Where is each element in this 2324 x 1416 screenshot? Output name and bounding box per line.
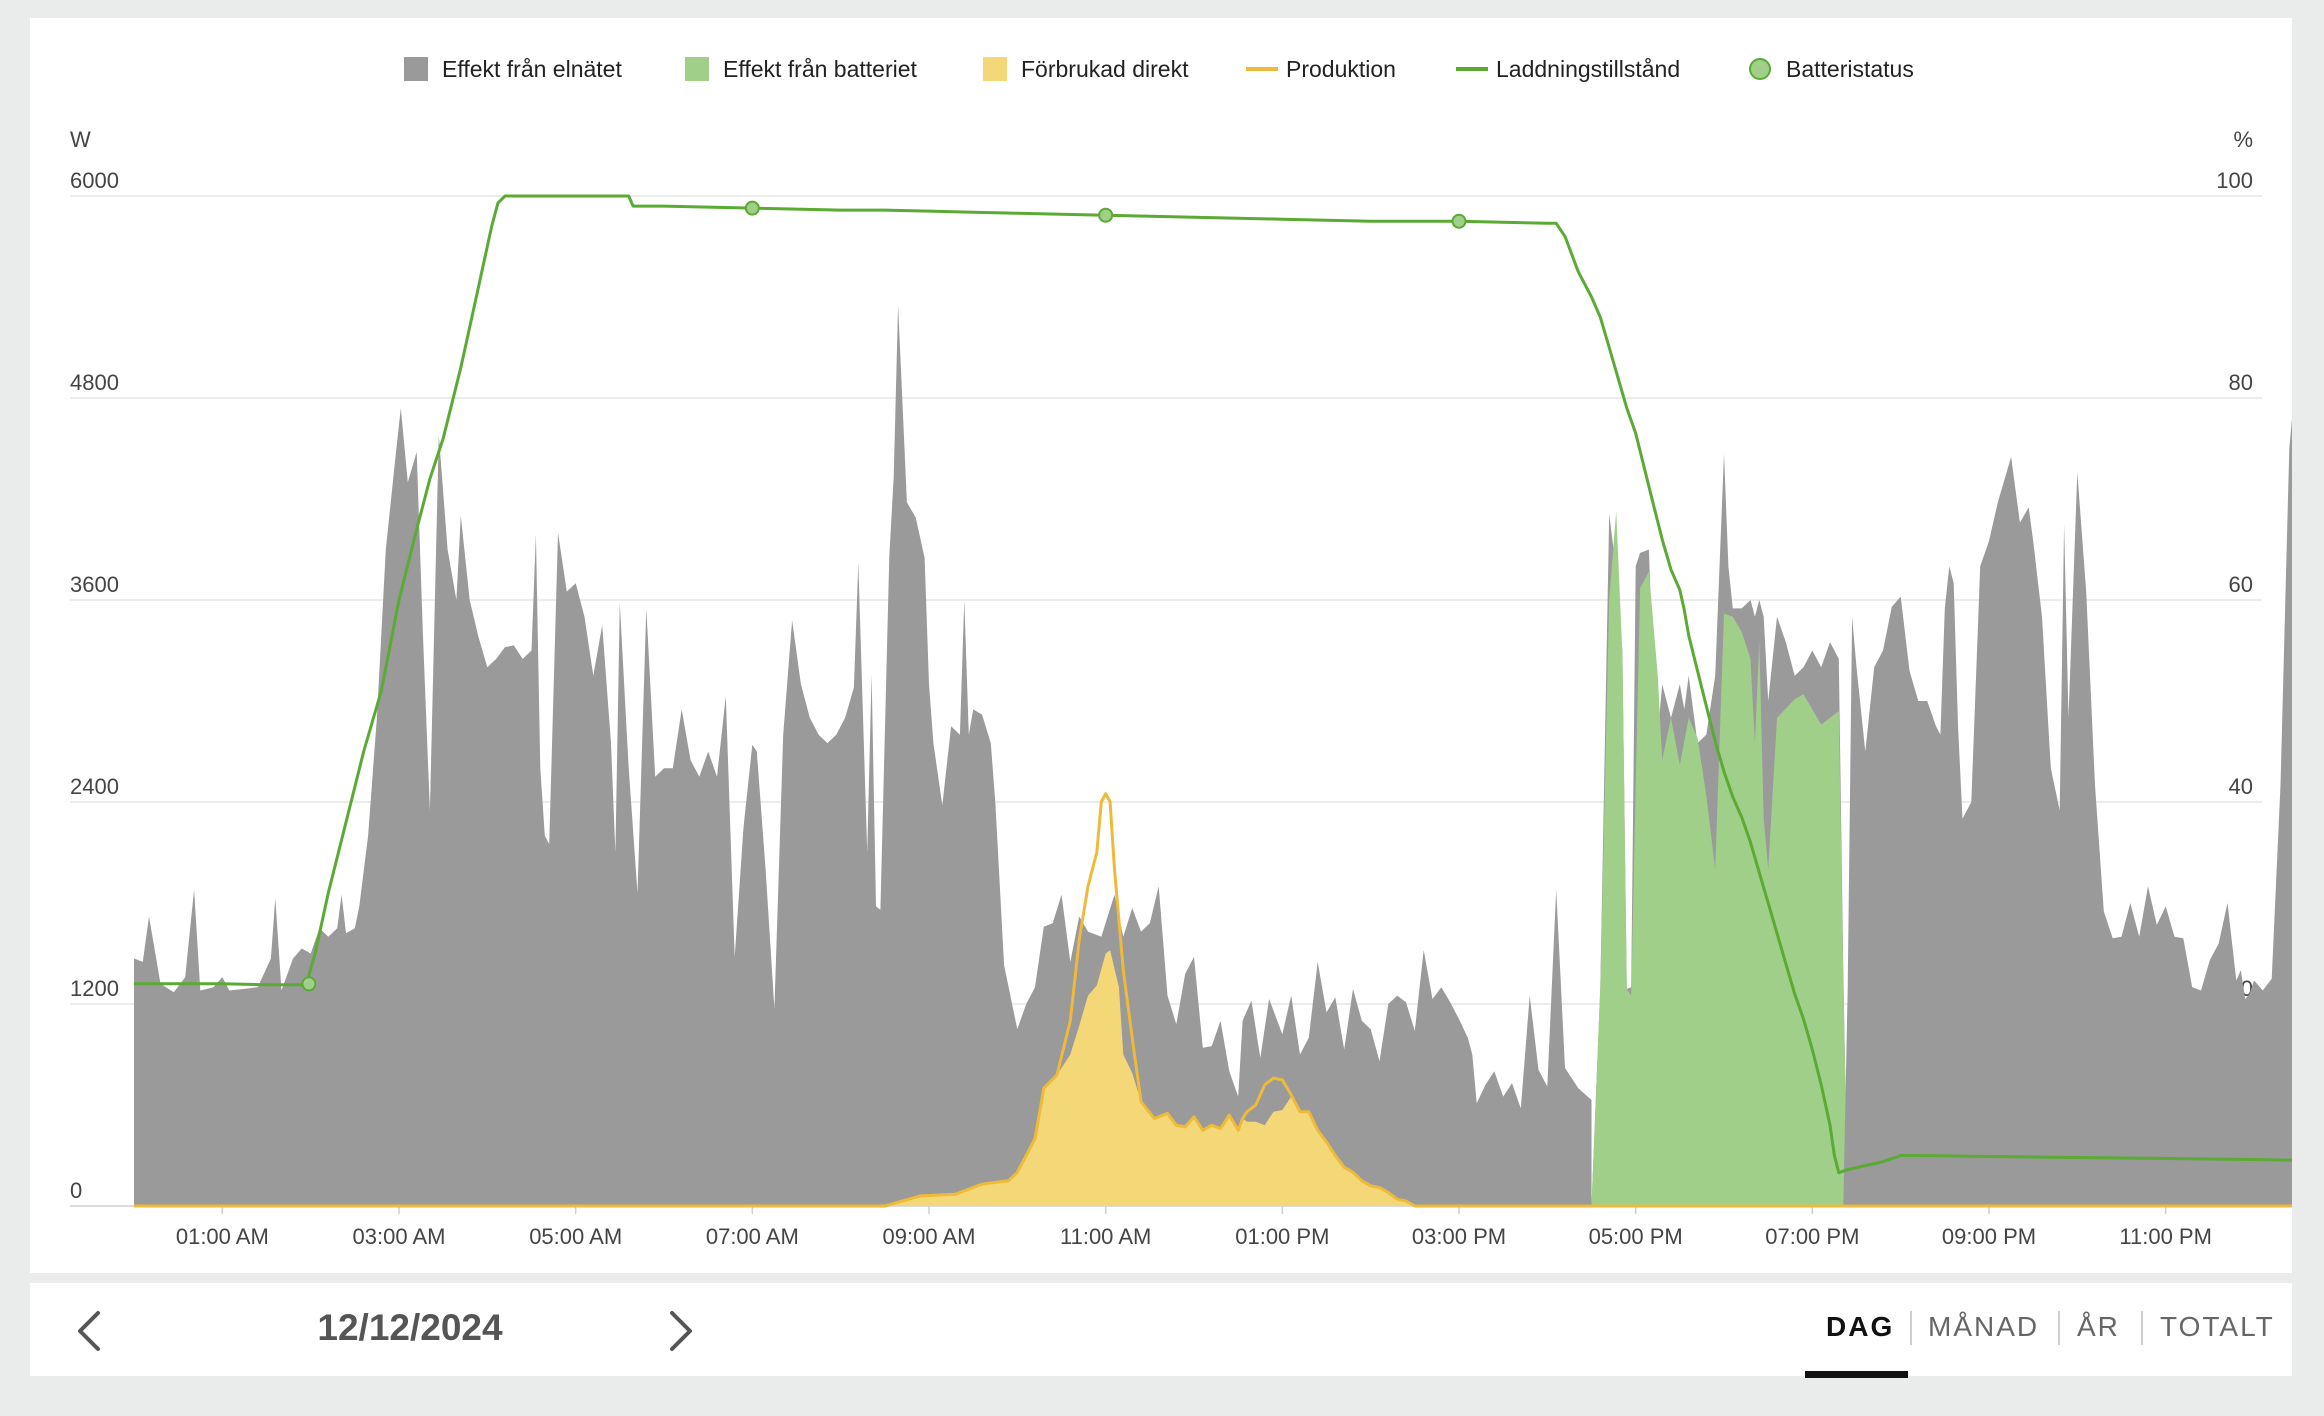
y-right-tick-label: 100	[2216, 168, 2253, 193]
next-day-button[interactable]	[650, 1301, 710, 1361]
active-tab-indicator	[1805, 1371, 1908, 1378]
x-tick-label: 09:00 AM	[883, 1224, 976, 1249]
x-tick-label: 11:00 PM	[2119, 1224, 2212, 1249]
legend-item[interactable]: Batteristatus	[1749, 56, 1914, 82]
y-left-tick-label: 1200	[70, 976, 119, 1001]
y-left-ticks: 0 1200 2400 3600 4800 6000	[70, 168, 119, 1203]
area-grid	[134, 305, 1592, 1206]
tab-day[interactable]: DAG	[1826, 1311, 1895, 1342]
tab-divider	[1910, 1311, 1912, 1345]
plot-lines	[134, 194, 2292, 1208]
y-right-tick-label: 40	[2229, 774, 2253, 799]
legend: Effekt från elnätet Effekt från batteriet…	[404, 56, 1914, 82]
y-right-unit-label: %	[2233, 127, 2253, 152]
production-line	[134, 792, 2292, 1208]
chevron-right-icon	[670, 1311, 692, 1351]
previous-day-button[interactable]	[60, 1301, 120, 1361]
legend-label: Produktion	[1286, 56, 1396, 82]
area-grid	[1843, 418, 2292, 1206]
legend-swatch	[404, 57, 428, 81]
legend-label: Förbrukad direkt	[1021, 56, 1189, 82]
area-battery	[1591, 510, 1848, 1206]
state-of-charge-line	[134, 194, 2292, 1175]
y-left-tick-label: 4800	[70, 370, 119, 395]
legend-swatch	[1749, 58, 1771, 80]
battery-status-markers	[301, 200, 1467, 992]
chart-card: Effekt från elnätet Effekt från batteriet…	[30, 18, 2292, 1273]
x-tick-label: 05:00 PM	[1589, 1224, 1683, 1249]
x-tick-label: 07:00 PM	[1765, 1224, 1859, 1249]
energy-chart: Effekt från elnätet Effekt från batteriet…	[70, 56, 2292, 1249]
battery-status-point	[301, 976, 317, 992]
area-used-direct	[134, 950, 2292, 1206]
current-date[interactable]: 12/12/2024	[317, 1307, 503, 1348]
tab-divider	[2141, 1311, 2143, 1345]
tab-divider	[2058, 1311, 2060, 1345]
y-left-tick-label: 2400	[70, 774, 119, 799]
battery-status-point	[744, 200, 760, 216]
x-tick-label: 09:00 PM	[1942, 1224, 2036, 1249]
tab-year[interactable]: ÅR	[2077, 1311, 2120, 1342]
y-right-tick-label: 60	[2229, 572, 2253, 597]
x-tick-label: 01:00 PM	[1235, 1224, 1329, 1249]
legend-item[interactable]: Effekt från batteriet	[685, 56, 918, 82]
tab-total[interactable]: TOTALT	[2160, 1311, 2275, 1342]
x-tick-label: 05:00 AM	[529, 1224, 622, 1249]
y-left-tick-label: 6000	[70, 168, 119, 193]
x-tick-label: 03:00 PM	[1412, 1224, 1506, 1249]
y-left-tick-label: 0	[70, 1178, 82, 1203]
legend-swatch	[685, 57, 709, 81]
legend-label: Laddningstillstånd	[1496, 56, 1680, 82]
tab-month[interactable]: MÅNAD	[1928, 1311, 2040, 1342]
legend-item[interactable]: Laddningstillstånd	[1456, 56, 1680, 82]
x-tick-label: 01:00 AM	[176, 1224, 269, 1249]
y-left-tick-label: 3600	[70, 572, 119, 597]
x-tick-label: 07:00 AM	[706, 1224, 799, 1249]
legend-item[interactable]: Produktion	[1246, 56, 1396, 82]
date-navigation-bar: 12/12/2024 DAG MÅNAD ÅR TOTALT	[30, 1283, 2292, 1378]
legend-item[interactable]: Effekt från elnätet	[404, 56, 622, 82]
y-left-unit-label: W	[70, 127, 91, 152]
plot-areas	[134, 305, 2292, 1206]
legend-swatch	[983, 57, 1007, 81]
x-tick-label: 11:00 AM	[1060, 1224, 1151, 1249]
y-right-tick-label: 80	[2229, 370, 2253, 395]
chevron-left-icon	[78, 1311, 100, 1351]
battery-status-point	[1451, 213, 1467, 229]
legend-label: Batteristatus	[1786, 56, 1914, 82]
x-ticks: 01:00 AM 03:00 AM 05:00 AM 07:00 AM 09:00 AM…	[176, 1206, 2212, 1249]
legend-label: Effekt från elnätet	[442, 56, 622, 82]
x-tick-label: 03:00 AM	[353, 1224, 446, 1249]
legend-item[interactable]: Förbrukad direkt	[983, 56, 1189, 82]
legend-label: Effekt från batteriet	[723, 56, 918, 82]
battery-status-point	[1098, 207, 1114, 223]
